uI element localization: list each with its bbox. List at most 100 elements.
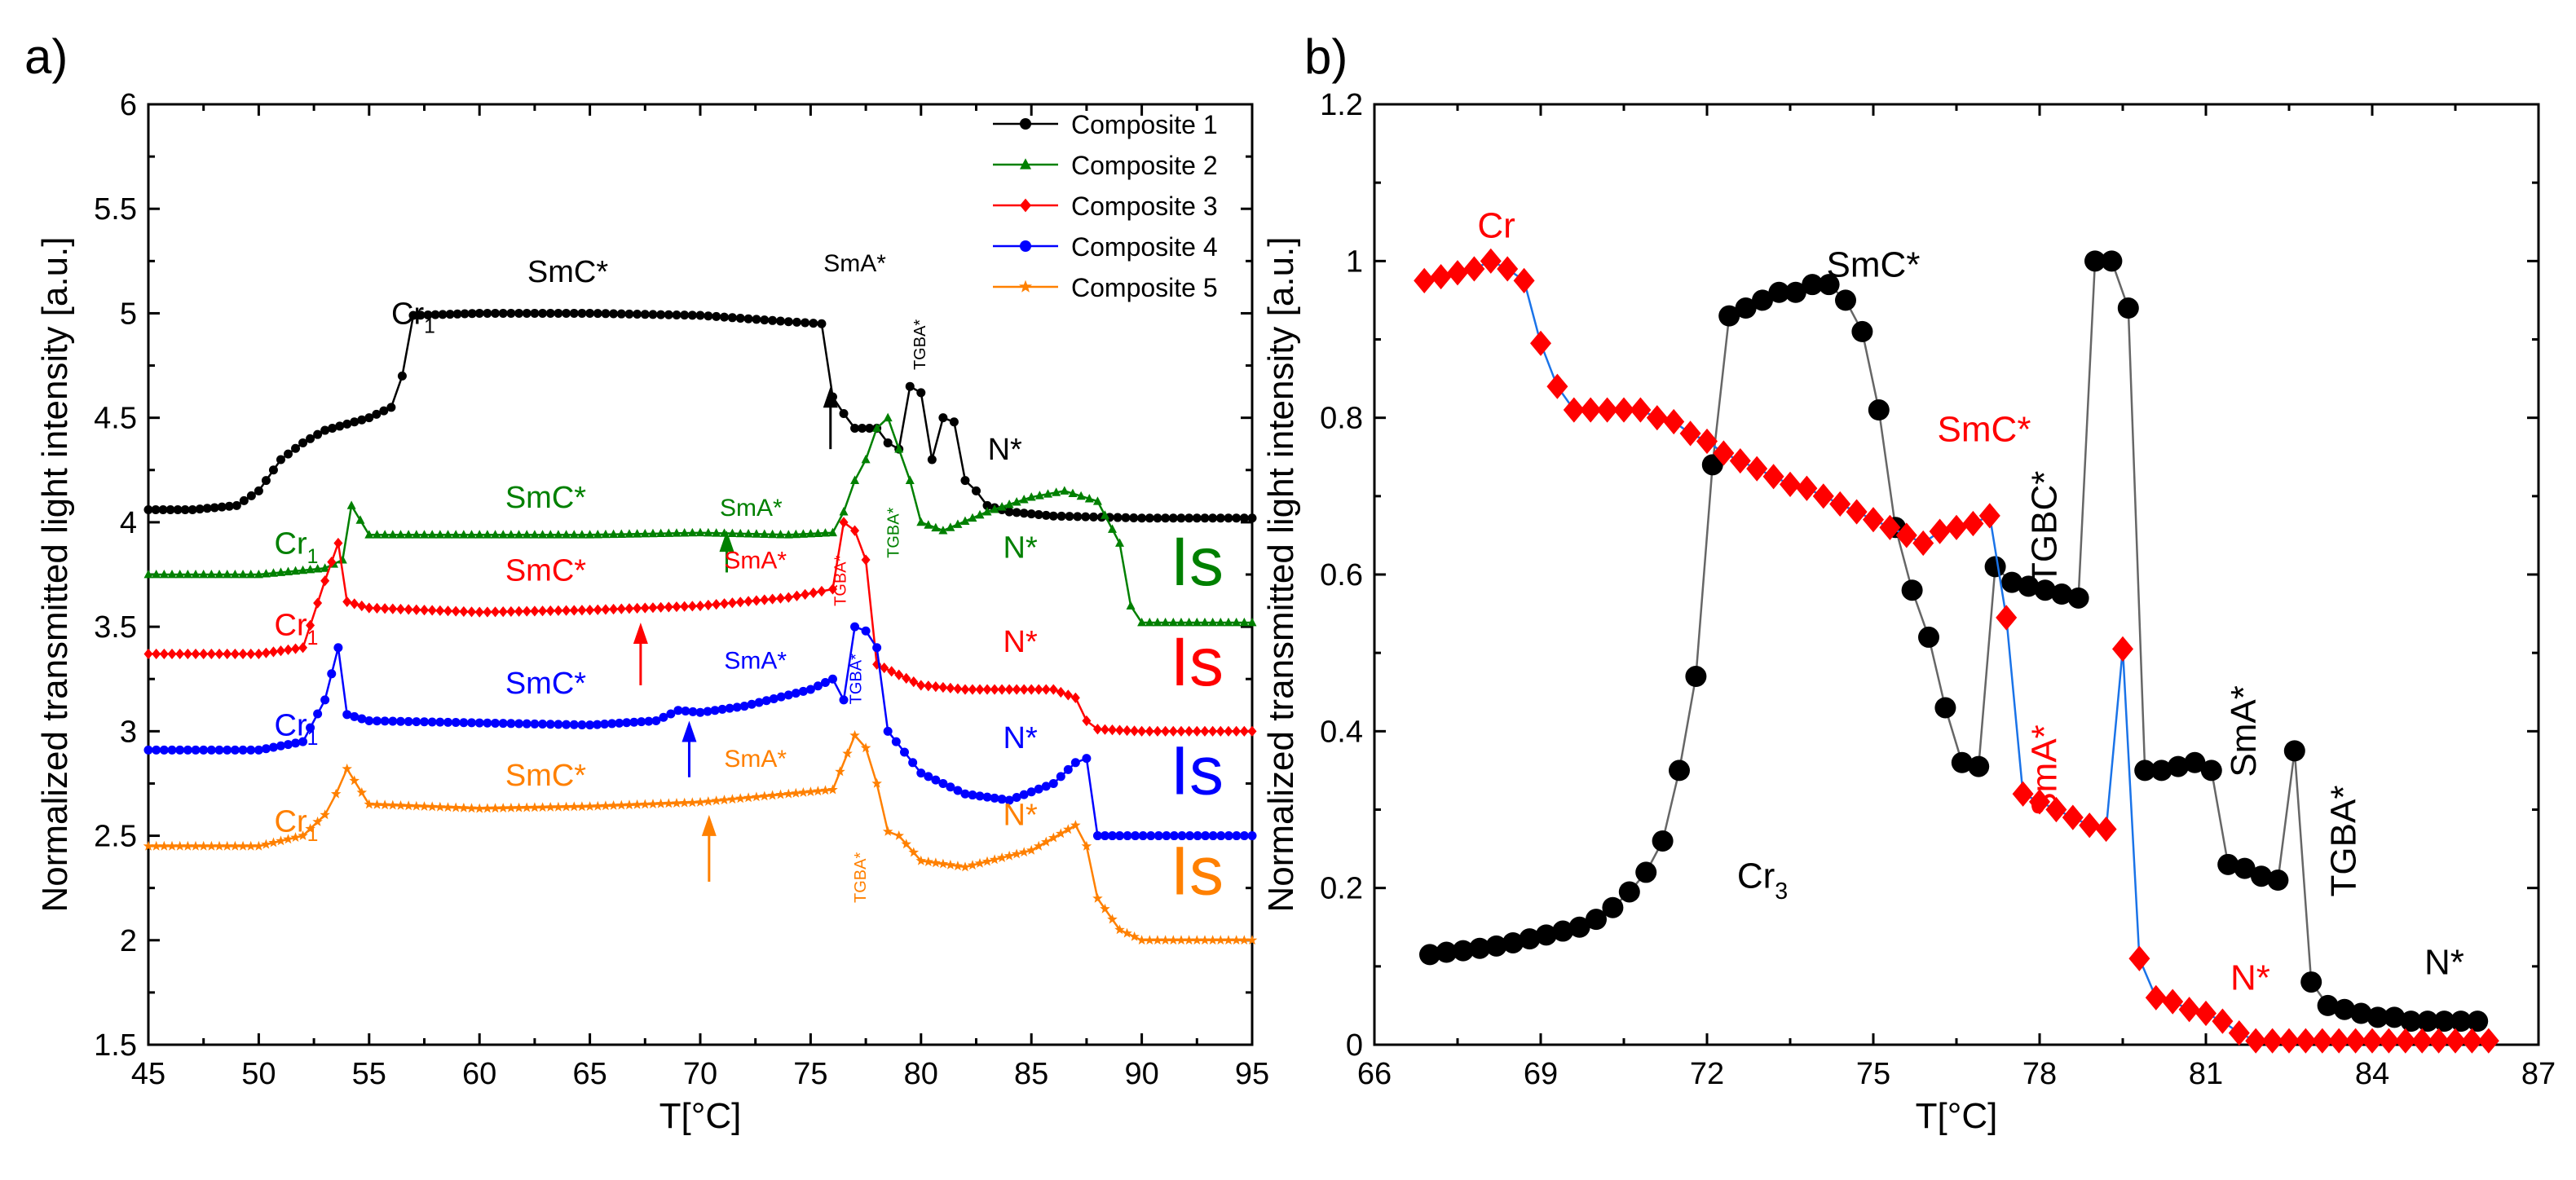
y-tick-label: 1.5 bbox=[94, 1028, 137, 1063]
data-point bbox=[761, 696, 771, 706]
data-point bbox=[775, 592, 785, 604]
data-point bbox=[2062, 804, 2084, 830]
data-point bbox=[372, 530, 382, 539]
data-point bbox=[222, 840, 232, 851]
y-axis-label: Normalized transmitted light intensity [… bbox=[35, 236, 75, 912]
data-point bbox=[346, 500, 356, 509]
data-point bbox=[423, 310, 433, 319]
x-tick-label: 72 bbox=[1690, 1057, 1724, 1091]
phase-label: Cr3 bbox=[1737, 856, 1788, 905]
data-point bbox=[1247, 725, 1257, 737]
data-point bbox=[1115, 538, 1125, 547]
data-point bbox=[202, 504, 212, 513]
data-point bbox=[1224, 831, 1233, 841]
phase-label: SmA* bbox=[720, 495, 783, 522]
data-point bbox=[1026, 787, 1036, 797]
data-point bbox=[167, 648, 177, 660]
x-tick-label: 65 bbox=[572, 1057, 607, 1091]
data-point bbox=[1161, 725, 1171, 737]
data-point bbox=[1114, 924, 1125, 935]
data-point bbox=[727, 313, 737, 323]
data-point bbox=[891, 737, 901, 746]
data-point bbox=[2278, 1028, 2300, 1054]
data-point bbox=[1137, 725, 1147, 737]
x-tick-label: 69 bbox=[1524, 1057, 1558, 1091]
data-point bbox=[514, 802, 524, 812]
data-point bbox=[717, 704, 727, 714]
data-point bbox=[1818, 274, 1840, 296]
data-point bbox=[893, 830, 904, 840]
data-point bbox=[1004, 507, 1014, 517]
data-point bbox=[1019, 509, 1029, 518]
data-point bbox=[585, 530, 595, 539]
data-point bbox=[850, 622, 860, 632]
data-point bbox=[695, 527, 705, 537]
x-axis-label: T[°C] bbox=[1916, 1096, 1998, 1136]
data-point bbox=[751, 791, 762, 802]
data-point bbox=[1060, 486, 1070, 495]
data-point bbox=[909, 676, 919, 688]
data-point bbox=[776, 692, 786, 702]
data-point bbox=[752, 315, 761, 324]
data-point bbox=[739, 702, 749, 711]
data-point bbox=[459, 605, 469, 618]
data-point bbox=[924, 680, 933, 692]
data-point bbox=[915, 855, 927, 865]
data-point bbox=[2461, 1028, 2483, 1054]
data-point bbox=[972, 486, 981, 495]
data-point bbox=[798, 686, 808, 696]
legend-item: Composite 3 bbox=[993, 192, 1218, 221]
data-point bbox=[530, 308, 540, 318]
data-point bbox=[1208, 831, 1218, 841]
transition-arrow bbox=[823, 386, 838, 450]
data-point bbox=[1113, 513, 1123, 522]
panel-label: a) bbox=[24, 29, 68, 84]
data-point bbox=[1215, 617, 1225, 627]
data-point bbox=[924, 772, 933, 782]
data-point bbox=[968, 790, 977, 800]
data-point bbox=[905, 475, 915, 484]
data-point bbox=[276, 645, 285, 657]
legend-item: Composite 2 bbox=[993, 151, 1218, 180]
transition-arrow bbox=[681, 720, 697, 777]
data-point bbox=[2366, 1006, 2389, 1028]
data-point bbox=[711, 795, 721, 805]
data-point bbox=[554, 720, 563, 729]
data-point bbox=[1041, 510, 1051, 520]
data-point bbox=[538, 720, 548, 729]
data-point bbox=[997, 684, 1007, 695]
data-point bbox=[767, 790, 778, 800]
data-point bbox=[577, 530, 587, 539]
phase-label: N* bbox=[988, 433, 1022, 467]
data-point bbox=[443, 717, 453, 727]
data-point bbox=[2411, 1028, 2433, 1054]
data-point bbox=[600, 800, 611, 811]
data-point bbox=[2417, 1010, 2438, 1032]
data-point bbox=[276, 455, 285, 465]
data-point bbox=[640, 799, 651, 809]
data-point bbox=[230, 569, 240, 579]
data-point bbox=[1436, 941, 1458, 963]
data-point bbox=[445, 310, 455, 319]
data-point bbox=[916, 680, 926, 691]
data-point bbox=[593, 604, 602, 615]
data-point bbox=[330, 788, 342, 799]
data-point bbox=[938, 681, 948, 693]
data-point bbox=[1685, 666, 1707, 688]
data-point bbox=[783, 530, 793, 539]
data-point bbox=[687, 527, 697, 537]
data-point bbox=[801, 318, 810, 328]
data-point bbox=[624, 603, 634, 614]
data-point bbox=[601, 604, 611, 615]
data-point bbox=[1012, 497, 1021, 506]
data-point bbox=[514, 719, 524, 729]
data-point bbox=[695, 707, 705, 717]
data-point bbox=[254, 569, 263, 579]
data-point bbox=[1100, 831, 1109, 841]
data-point bbox=[342, 763, 352, 773]
data-point bbox=[1041, 782, 1051, 791]
data-point bbox=[443, 530, 453, 539]
x-tick-label: 75 bbox=[793, 1057, 827, 1091]
data-point bbox=[379, 406, 389, 416]
data-point bbox=[245, 840, 256, 851]
